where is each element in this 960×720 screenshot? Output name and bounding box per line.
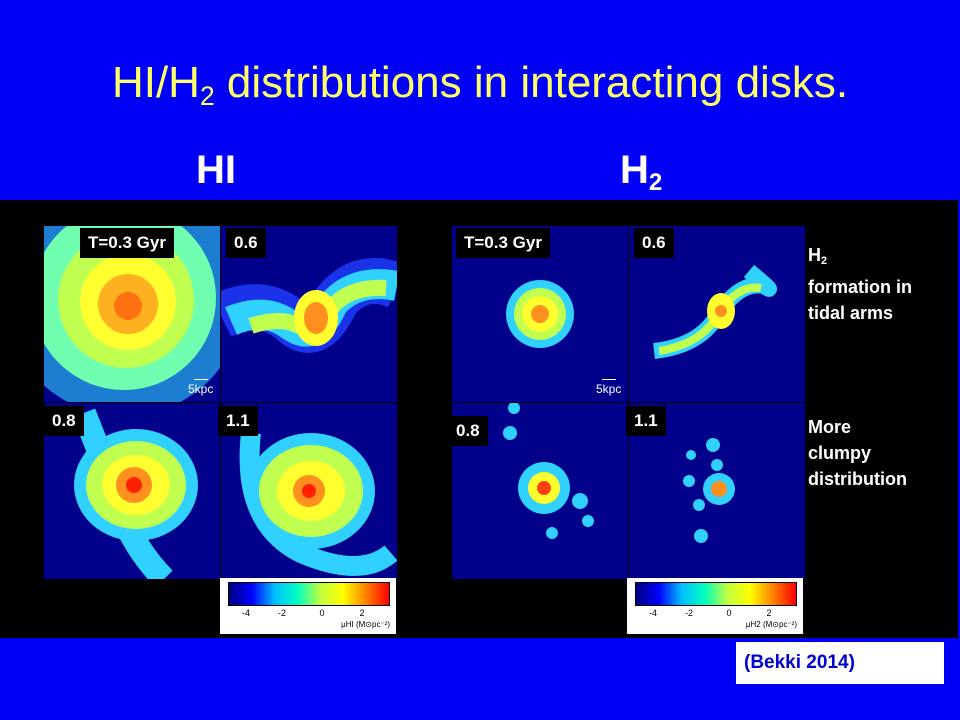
hi-snapshot-1 bbox=[44, 226, 220, 402]
slide-title: HI/H2 distributions in interacting disks… bbox=[111, 58, 849, 111]
h2-colorbar: -4 -2 0 2 μH2 (M⊙pc⁻²) bbox=[627, 578, 803, 634]
hi-colorbar-gradient bbox=[228, 582, 390, 606]
hi-colorbar-tick: -4 bbox=[241, 608, 251, 618]
hi-colorbar-unit: μHI (M⊙pc⁻²) bbox=[341, 620, 390, 629]
h2-colorbar-tick: 0 bbox=[726, 608, 732, 618]
hi-colorbar: -4 -2 0 2 μHI (M⊙pc⁻²) bbox=[220, 578, 396, 634]
note-h2-formation: H2 formation in tidal arms bbox=[808, 245, 912, 324]
h2-colorbar-tick: -2 bbox=[684, 608, 694, 618]
hi-colorbar-tick: 2 bbox=[359, 608, 365, 618]
hi-time-label-3: 0.8 bbox=[44, 406, 84, 436]
note-clumpy: More clumpy distribution bbox=[808, 417, 907, 489]
h2-time-label-3: 0.8 bbox=[448, 416, 488, 446]
hi-colorbar-tick: 0 bbox=[319, 608, 325, 618]
h2-time-label-4: 1.1 bbox=[626, 406, 666, 436]
h2-scale-label: 5kpc bbox=[596, 379, 622, 396]
hi-time-label-4: 1.1 bbox=[218, 406, 258, 436]
h2-colorbar-tick: -4 bbox=[648, 608, 658, 618]
hi-time-label-2: 0.6 bbox=[226, 228, 266, 258]
h2-colorbar-gradient bbox=[635, 582, 797, 606]
reference-citation: (Bekki 2014) bbox=[736, 642, 944, 684]
hi-snapshot-3 bbox=[44, 403, 220, 579]
hi-time-label-1: T=0.3 Gyr bbox=[80, 228, 174, 258]
h2-colorbar-unit: μH2 (M⊙pc⁻²) bbox=[745, 620, 797, 629]
heading-hi: HI bbox=[196, 148, 236, 192]
hi-scale-label: 5kpc bbox=[188, 379, 214, 396]
h2-time-label-2: 0.6 bbox=[634, 228, 674, 258]
heading-h2: H2 bbox=[620, 148, 663, 197]
h2-time-label-1: T=0.3 Gyr bbox=[456, 228, 550, 258]
hi-colorbar-tick: -2 bbox=[277, 608, 287, 618]
h2-colorbar-tick: 2 bbox=[766, 608, 772, 618]
